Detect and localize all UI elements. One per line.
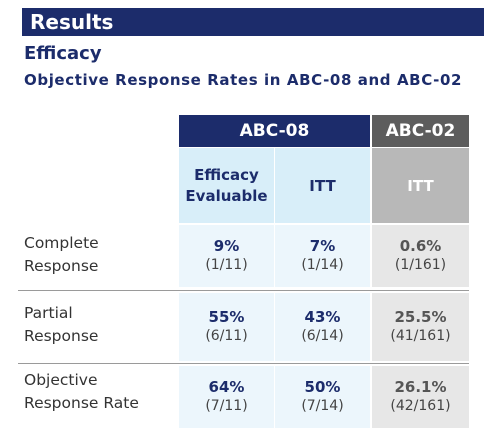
cell-percent: 64% [208,378,245,396]
subheader-line: Efficacy [194,165,259,184]
cell-percent: 50% [304,378,341,396]
results-banner: Results [22,8,484,36]
subheader-line: Evaluable [185,186,268,205]
header-abc-08: ABC-08 [179,115,370,147]
section-title: Efficacy [24,43,102,64]
row-label-objective-response-rate: Objective Response Rate [24,369,139,415]
table-cell: 55% (6/11) [179,293,274,361]
cell-percent: 25.5% [394,308,447,326]
cell-fraction: (6/14) [301,328,344,344]
row-label-line: Response [24,327,99,345]
table-subtitle: Objective Response Rates in ABC-08 and A… [24,71,463,89]
cell-fraction: (1/161) [394,257,447,273]
table-cell: 43% (6/14) [275,293,370,361]
cell-fraction: (7/14) [301,398,344,414]
row-divider [18,290,469,291]
cell-percent: 55% [208,308,245,326]
row-label-line: Objective [24,371,98,389]
table-cell: 0.6% (1/161) [372,225,469,287]
cell-percent: 9% [213,237,240,255]
row-label-partial-response: Partial Response [24,302,98,348]
cell-fraction: (6/11) [205,328,248,344]
subheader-itt-abc-08: ITT [275,148,370,223]
row-label-line: Partial [24,304,73,322]
cell-percent: 26.1% [394,378,447,396]
cell-percent: 7% [309,237,336,255]
row-label-line: Response [24,257,99,275]
subheader-efficacy-evaluable: Efficacy Evaluable [179,148,274,223]
row-divider [18,363,469,364]
table-cell: 9% (1/11) [179,225,274,287]
table-cell: 7% (1/14) [275,225,370,287]
cell-percent: 0.6% [399,237,442,255]
cell-fraction: (42/161) [390,398,451,414]
table-cell: 25.5% (41/161) [372,293,469,361]
cell-fraction: (1/14) [301,257,344,273]
cell-fraction: (41/161) [390,328,451,344]
table-cell: 26.1% (42/161) [372,366,469,428]
cell-fraction: (1/11) [205,257,248,273]
row-label-line: Response Rate [24,394,139,412]
cell-percent: 43% [304,308,341,326]
table-cell: 64% (7/11) [179,366,274,428]
table-cell: 50% (7/14) [275,366,370,428]
row-label-complete-response: Complete Response [24,232,99,278]
header-abc-02: ABC-02 [372,115,469,147]
subheader-itt-abc-02: ITT [372,148,469,223]
row-label-line: Complete [24,234,99,252]
cell-fraction: (7/11) [205,398,248,414]
